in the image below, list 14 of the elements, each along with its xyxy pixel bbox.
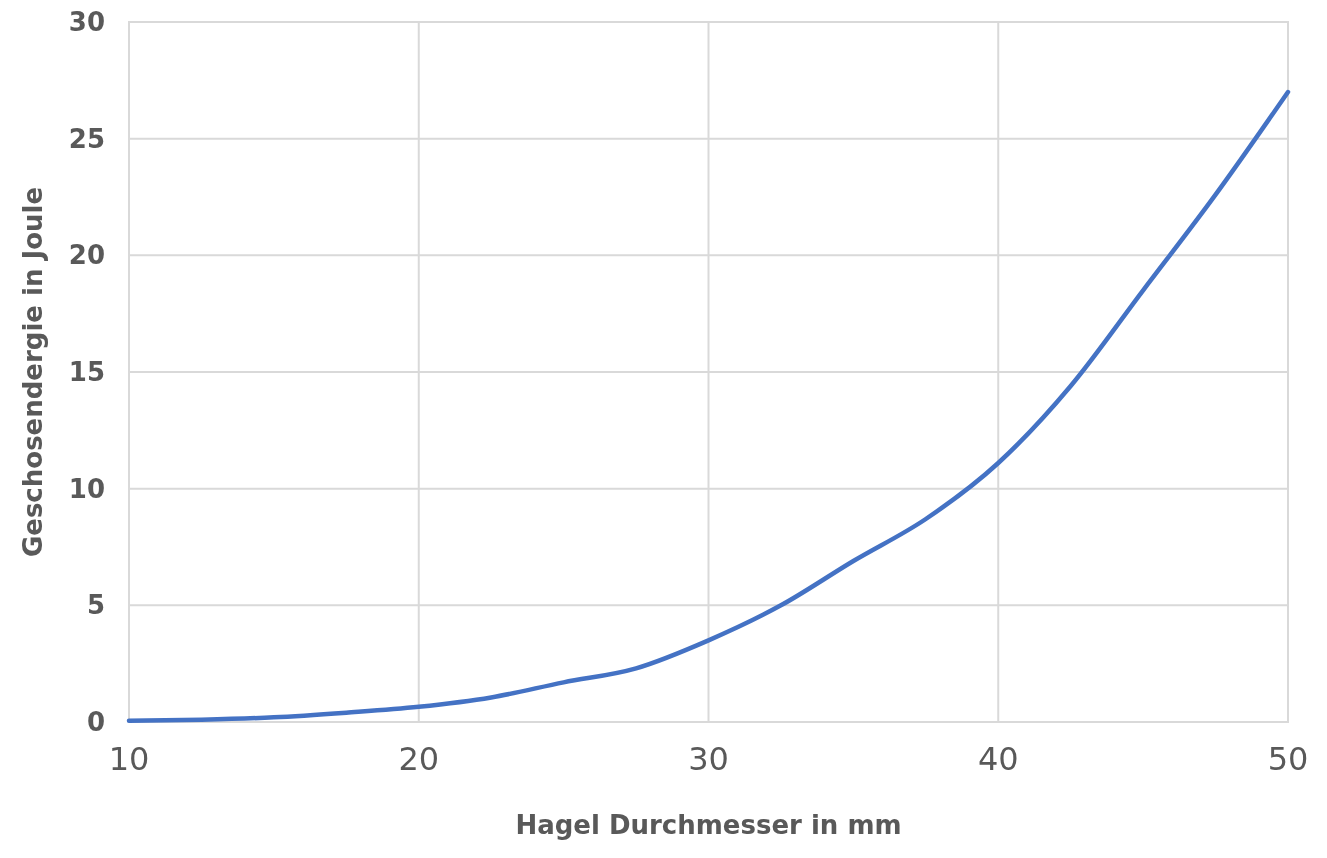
y-axis-title: Geschosendergie in Joule [18, 186, 48, 558]
x-tick-label: 40 [977, 740, 1019, 778]
line-series [126, 89, 1291, 724]
y-tick-label: 0 [86, 707, 105, 738]
x-tick-label: 30 [688, 740, 729, 778]
x-axis-title: Hagel Durchmesser in mm [515, 810, 902, 840]
y-tick-label: 30 [68, 7, 105, 38]
x-tick-label: 50 [1267, 740, 1309, 778]
y-tick-label: 10 [68, 473, 105, 504]
x-tick-label: 20 [398, 740, 440, 778]
y-tick-label: 15 [68, 357, 105, 388]
y-tick-label: 20 [68, 240, 105, 271]
y-tick-label: 5 [86, 590, 105, 621]
y-tick-label: 25 [68, 123, 105, 154]
